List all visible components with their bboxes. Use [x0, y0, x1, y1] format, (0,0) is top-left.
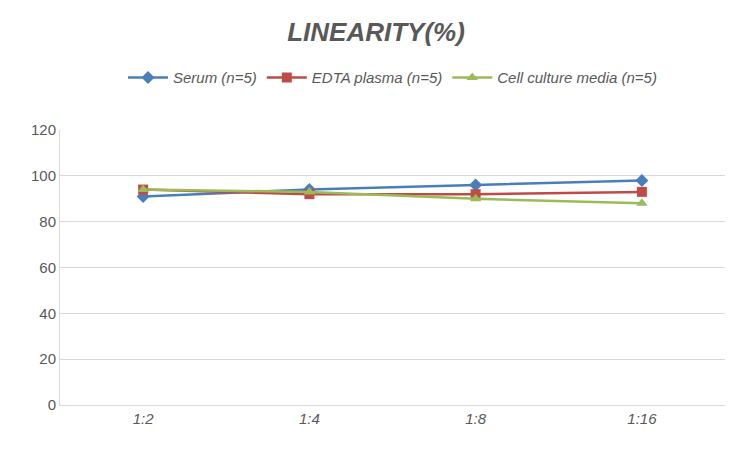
svg-text:1:8: 1:8 — [465, 410, 487, 427]
svg-text:40: 40 — [39, 305, 56, 322]
svg-text:1:16: 1:16 — [627, 410, 657, 427]
svg-text:80: 80 — [39, 213, 56, 230]
svg-text:20: 20 — [39, 350, 56, 367]
svg-text:100: 100 — [31, 167, 56, 184]
svg-text:Serum (n=5): Serum (n=5) — [173, 69, 257, 86]
svg-text:1:4: 1:4 — [299, 410, 320, 427]
svg-text:1:2: 1:2 — [133, 410, 155, 427]
svg-text:120: 120 — [31, 121, 56, 138]
svg-text:EDTA plasma (n=5): EDTA plasma (n=5) — [312, 69, 442, 86]
svg-text:60: 60 — [39, 259, 56, 276]
svg-text:Cell culture media (n=5): Cell culture media (n=5) — [497, 69, 657, 86]
svg-text:LINEARITY(%): LINEARITY(%) — [287, 17, 465, 47]
svg-text:0: 0 — [48, 396, 56, 413]
